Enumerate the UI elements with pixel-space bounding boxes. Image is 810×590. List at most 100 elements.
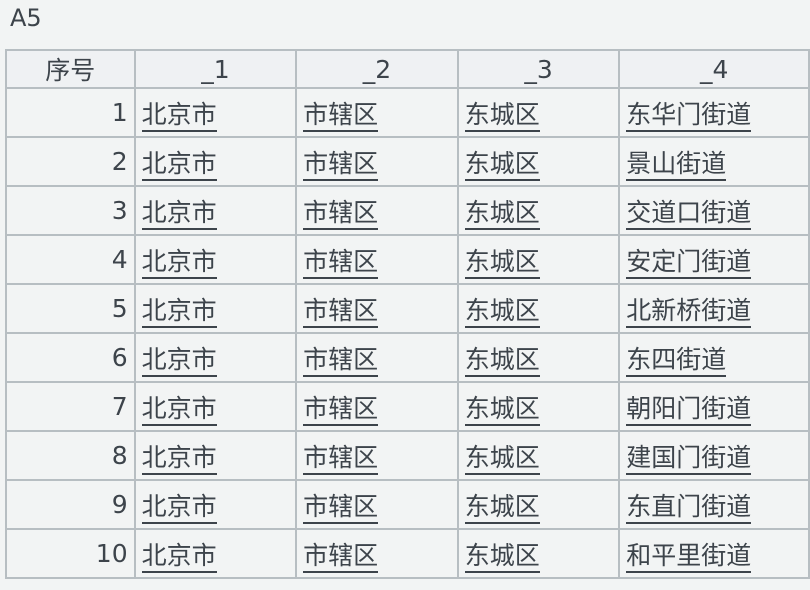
table-cell[interactable]: 市辖区 [295,528,459,579]
column-header[interactable]: 序号 [5,49,136,89]
cell-link[interactable]: 市辖区 [303,99,379,132]
table-cell[interactable]: 北京市 [133,234,298,285]
table-cell[interactable]: 东四街道 [618,332,810,383]
cell-link[interactable]: 东城区 [464,99,540,132]
cell-link[interactable]: 东城区 [464,246,540,279]
row-index: 10 [5,528,136,579]
table-row: 3 北京市 市辖区 东城区 交道口街道 [5,185,810,236]
cell-link[interactable]: 建国门街道 [626,442,752,475]
cell-link[interactable]: 北新桥街道 [626,295,752,328]
column-header[interactable]: _2 [295,49,459,89]
table-cell[interactable]: 交道口街道 [618,185,810,236]
column-header[interactable]: _4 [618,49,810,89]
table-cell[interactable]: 东城区 [456,136,621,187]
cell-link[interactable]: 北京市 [141,344,217,377]
row-index: 6 [5,332,136,383]
table-cell[interactable]: 东城区 [456,430,621,481]
table-row: 8 北京市 市辖区 东城区 建国门街道 [5,430,810,481]
cell-link[interactable]: 北京市 [141,246,217,279]
table-cell[interactable]: 北京市 [133,430,298,481]
cell-link[interactable]: 东城区 [464,295,540,328]
cell-link[interactable]: 朝阳门街道 [626,393,752,426]
cell-link[interactable]: 安定门街道 [626,246,752,279]
table-cell[interactable]: 市辖区 [295,234,459,285]
data-table: 序号 _1 _2 _3 _4 1 北京市 市辖区 东城区 东华门街道 2 北京市 市辖区 东城区 景山街道… [5,49,810,579]
table-cell[interactable]: 东城区 [456,234,621,285]
table-cell[interactable]: 北京市 [133,283,298,334]
table-row: 4 北京市 市辖区 东城区 安定门街道 [5,234,810,285]
cell-link[interactable]: 东城区 [464,393,540,426]
cell-link[interactable]: 东城区 [464,344,540,377]
table-row: 9 北京市 市辖区 东城区 东直门街道 [5,479,810,530]
table-cell[interactable]: 北京市 [133,87,298,138]
table-cell[interactable]: 市辖区 [295,136,459,187]
table-cell[interactable]: 市辖区 [295,381,459,432]
cell-link[interactable]: 北京市 [141,99,217,132]
cell-link[interactable]: 市辖区 [303,246,379,279]
table-cell[interactable]: 市辖区 [295,332,459,383]
table-cell[interactable]: 北京市 [133,528,298,579]
table-cell[interactable]: 东城区 [456,479,621,530]
cell-link[interactable]: 市辖区 [303,393,379,426]
table-cell[interactable]: 景山街道 [618,136,810,187]
cell-link[interactable]: 东城区 [464,442,540,475]
cell-link[interactable]: 东城区 [464,540,540,573]
cell-link[interactable]: 北京市 [141,491,217,524]
row-index: 5 [5,283,136,334]
table-cell[interactable]: 北京市 [133,332,298,383]
table-cell[interactable]: 市辖区 [295,479,459,530]
table-cell[interactable]: 建国门街道 [618,430,810,481]
table-cell[interactable]: 北京市 [133,185,298,236]
table-cell[interactable]: 东城区 [456,185,621,236]
table-cell[interactable]: 市辖区 [295,185,459,236]
cell-link[interactable]: 市辖区 [303,344,379,377]
cell-link[interactable]: 市辖区 [303,442,379,475]
table-cell[interactable]: 东华门街道 [618,87,810,138]
table-cell[interactable]: 安定门街道 [618,234,810,285]
cell-link[interactable]: 景山街道 [626,148,727,181]
table-cell[interactable]: 东直门街道 [618,479,810,530]
table-cell[interactable]: 市辖区 [295,430,459,481]
table-cell[interactable]: 东城区 [456,332,621,383]
cell-link[interactable]: 东四街道 [626,344,727,377]
cell-link[interactable]: 北京市 [141,148,217,181]
cell-link[interactable]: 东城区 [464,491,540,524]
column-header[interactable]: _3 [456,49,621,89]
table-cell[interactable]: 东城区 [456,528,621,579]
column-header[interactable]: _1 [133,49,298,89]
table-cell[interactable]: 市辖区 [295,283,459,334]
table-row: 2 北京市 市辖区 东城区 景山街道 [5,136,810,187]
cell-link[interactable]: 市辖区 [303,197,379,230]
cell-link[interactable]: 市辖区 [303,540,379,573]
cell-link[interactable]: 北京市 [141,442,217,475]
table-cell[interactable]: 北京市 [133,479,298,530]
table-cell[interactable]: 东城区 [456,87,621,138]
cell-link[interactable]: 和平里街道 [626,540,752,573]
cell-link[interactable]: 北京市 [141,540,217,573]
table-cell[interactable]: 东城区 [456,381,621,432]
cell-link[interactable]: 市辖区 [303,148,379,181]
table-cell[interactable]: 市辖区 [295,87,459,138]
cell-link[interactable]: 交道口街道 [626,197,752,230]
table-cell[interactable]: 东城区 [456,283,621,334]
cell-link[interactable]: 市辖区 [303,491,379,524]
row-index: 9 [5,479,136,530]
cell-link[interactable]: 北京市 [141,197,217,230]
table-cell[interactable]: 和平里街道 [618,528,810,579]
row-index: 2 [5,136,136,187]
table-cell[interactable]: 北京市 [133,381,298,432]
row-index: 4 [5,234,136,285]
cell-link[interactable]: 东直门街道 [626,491,752,524]
cell-link[interactable]: 北京市 [141,393,217,426]
cell-link[interactable]: 北京市 [141,295,217,328]
table-cell[interactable]: 北新桥街道 [618,283,810,334]
table-row: 1 北京市 市辖区 东城区 东华门街道 [5,87,810,138]
cell-link[interactable]: 东城区 [464,197,540,230]
table-cell[interactable]: 朝阳门街道 [618,381,810,432]
row-index: 7 [5,381,136,432]
cell-link[interactable]: 东城区 [464,148,540,181]
cell-link[interactable]: 市辖区 [303,295,379,328]
header-row: 序号 _1 _2 _3 _4 [5,49,810,89]
table-cell[interactable]: 北京市 [133,136,298,187]
cell-link[interactable]: 东华门街道 [626,99,752,132]
